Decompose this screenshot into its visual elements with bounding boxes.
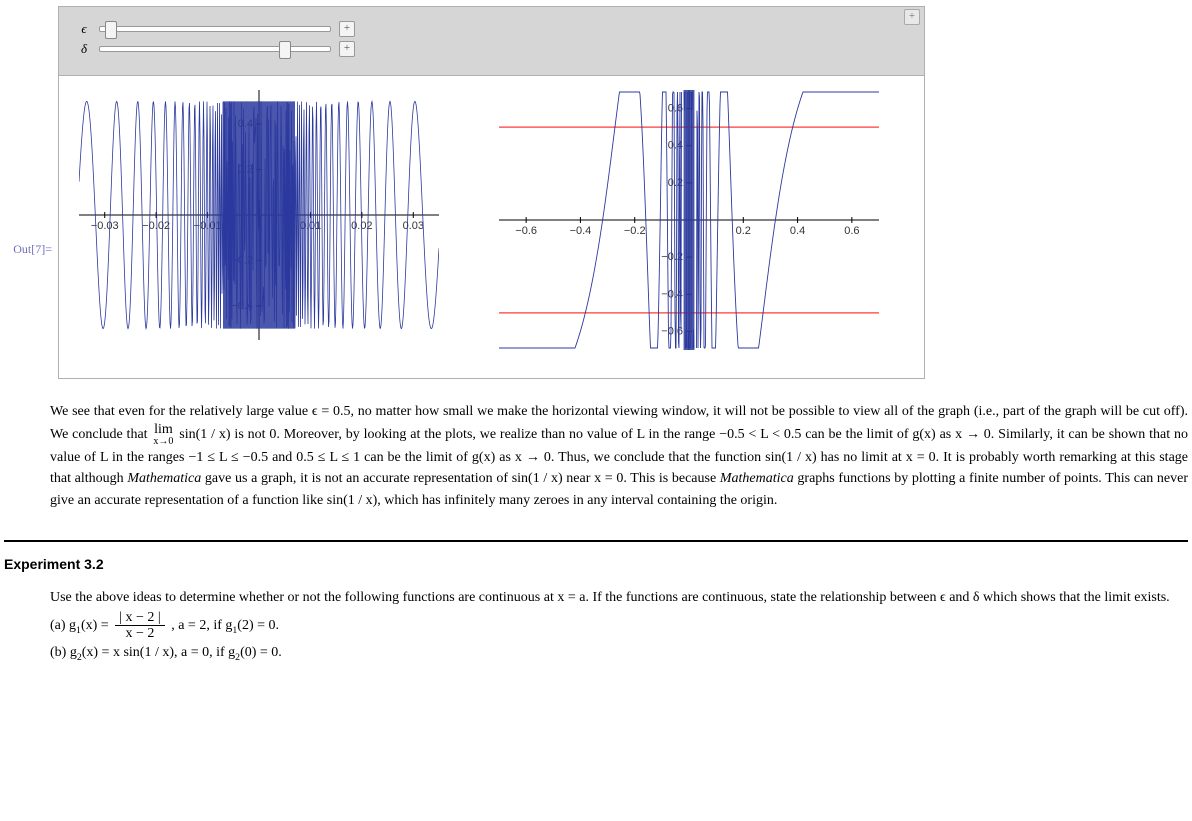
text: (a) g — [50, 618, 76, 633]
exercise-a: (a) g1(x) = | x − 2 |x − 2 , a = 2, if g… — [50, 610, 1188, 642]
slider-expand-icon[interactable]: + — [339, 41, 355, 57]
text: x→0 — [153, 437, 173, 447]
slider-expand-icon[interactable]: + — [339, 21, 355, 37]
text: lim — [153, 423, 173, 437]
expand-icon[interactable]: + — [904, 9, 920, 25]
slider-controls: + ϵ+δ+ — [59, 7, 924, 76]
slider-track[interactable] — [99, 46, 331, 52]
lim-expression: limx→0 — [153, 423, 173, 447]
svg-text:0.6: 0.6 — [668, 103, 683, 115]
text: x − 2 — [115, 626, 165, 641]
text: sin(1 / x) — [175, 427, 230, 442]
section-title: Experiment 3.2 — [4, 556, 1188, 572]
exercise-intro: Use the above ideas to determine whether… — [50, 586, 1188, 610]
svg-text:−0.6: −0.6 — [661, 325, 683, 337]
text: (b) g — [50, 645, 77, 660]
slider-thumb[interactable] — [105, 21, 117, 39]
fraction: | x − 2 |x − 2 — [115, 610, 165, 642]
output-label: Out[7]= — [4, 242, 52, 257]
exercise-b: (b) g2(x) = x sin(1 / x), a = 0, if g2(0… — [50, 641, 1188, 666]
chart-left: −0.03−0.02−0.010.010.020.03−0.4−0.20.20.… — [79, 90, 439, 340]
svg-text:−0.03: −0.03 — [91, 220, 119, 232]
text: gave us a graph, it is not an accurate r… — [201, 471, 720, 486]
svg-text:−0.2: −0.2 — [624, 225, 646, 237]
text-italic: Mathematica — [720, 471, 794, 486]
text: −0.5 < L < 0.5 — [719, 427, 801, 442]
text: and — [268, 450, 296, 465]
svg-text:0.2: 0.2 — [668, 177, 683, 189]
svg-text:0.03: 0.03 — [403, 220, 424, 232]
slider-thumb[interactable] — [279, 41, 291, 59]
svg-text:0.2: 0.2 — [736, 225, 751, 237]
text: is not 0. Moreover, by looking at the pl… — [231, 427, 720, 442]
slider-track[interactable] — [99, 26, 331, 32]
svg-text:0.6: 0.6 — [844, 225, 859, 237]
plot-area: −0.03−0.02−0.010.010.020.03−0.4−0.20.20.… — [59, 76, 924, 378]
text: ϵ = 0.5 — [312, 404, 351, 419]
discussion-paragraph: We see that even for the relatively larg… — [50, 401, 1188, 512]
svg-text:−0.02: −0.02 — [142, 220, 170, 232]
text: | x − 2 | — [115, 610, 165, 626]
section-divider — [4, 540, 1188, 542]
svg-text:0.4: 0.4 — [790, 225, 805, 237]
svg-text:−0.4: −0.4 — [661, 288, 683, 300]
text: (2) = 0. — [237, 618, 279, 633]
exercise-block: Use the above ideas to determine whether… — [50, 586, 1188, 667]
text: (x) = — [81, 618, 112, 633]
text: 0.5 ≤ L ≤ 1 — [296, 450, 360, 465]
svg-text:−0.4: −0.4 — [570, 225, 592, 237]
text: −1 ≤ L ≤ −0.5 — [188, 450, 268, 465]
svg-text:−0.2: −0.2 — [661, 251, 683, 263]
text-italic: Mathematica — [127, 471, 201, 486]
manipulate-panel: + ϵ+δ+ −0.03−0.02−0.010.010.020.03−0.4−0… — [58, 6, 925, 379]
text: We see that even for the relatively larg… — [50, 404, 312, 419]
text: , a = 2, if g — [168, 618, 233, 633]
slider-row: δ+ — [77, 41, 906, 57]
slider-label: δ — [77, 41, 91, 57]
slider-row: ϵ+ — [77, 21, 906, 37]
text: (x) = x sin(1 / x), a = 0, if g — [82, 645, 235, 660]
svg-text:−0.6: −0.6 — [515, 225, 537, 237]
svg-text:0.4: 0.4 — [668, 140, 683, 152]
text: (0) = 0. — [240, 645, 282, 660]
chart-right: −0.6 −0.4 −0.2 0.2 0.4 0.6 −0.6 −0.4 −0.2 0.2 0.4 0… — [499, 90, 879, 350]
slider-label: ϵ — [77, 21, 91, 37]
